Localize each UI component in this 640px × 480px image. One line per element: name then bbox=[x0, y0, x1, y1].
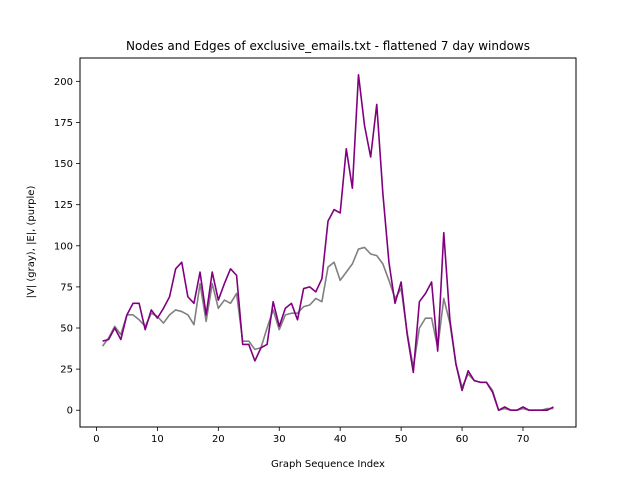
x-tick-label: 70 bbox=[517, 434, 530, 445]
chart-title: Nodes and Edges of exclusive_emails.txt … bbox=[126, 39, 530, 53]
x-axis-ticks: 0 10 20 30 40 50 60 70 bbox=[93, 427, 529, 445]
y-axis-ticks: 0 25 50 75 100 125 150 175 200 bbox=[54, 77, 80, 417]
series-layer bbox=[101, 73, 554, 412]
plot-area bbox=[80, 58, 576, 427]
y-tick-label: 0 bbox=[67, 406, 73, 417]
y-tick-label: 125 bbox=[54, 200, 73, 211]
x-tick-label: 0 bbox=[93, 434, 99, 445]
x-tick-label: 30 bbox=[273, 434, 286, 445]
y-tick-label: 200 bbox=[54, 77, 73, 88]
series-line-edges bbox=[102, 73, 554, 412]
y-tick-label: 50 bbox=[60, 324, 73, 335]
x-tick-label: 10 bbox=[151, 434, 164, 445]
x-tick-label: 20 bbox=[212, 434, 225, 445]
y-tick-label: 175 bbox=[54, 118, 73, 129]
x-axis-label: Graph Sequence Index bbox=[271, 459, 385, 470]
y-axis-label: |V| (gray), |E|, (purple) bbox=[26, 186, 37, 299]
y-tick-label: 25 bbox=[60, 365, 73, 376]
y-tick-label: 150 bbox=[54, 159, 73, 170]
x-tick-label: 40 bbox=[334, 434, 347, 445]
plot-frame bbox=[79, 57, 577, 428]
x-tick-label: 50 bbox=[395, 434, 408, 445]
y-tick-label: 100 bbox=[54, 241, 73, 252]
x-tick-label: 60 bbox=[456, 434, 469, 445]
y-tick-label: 75 bbox=[60, 282, 73, 293]
